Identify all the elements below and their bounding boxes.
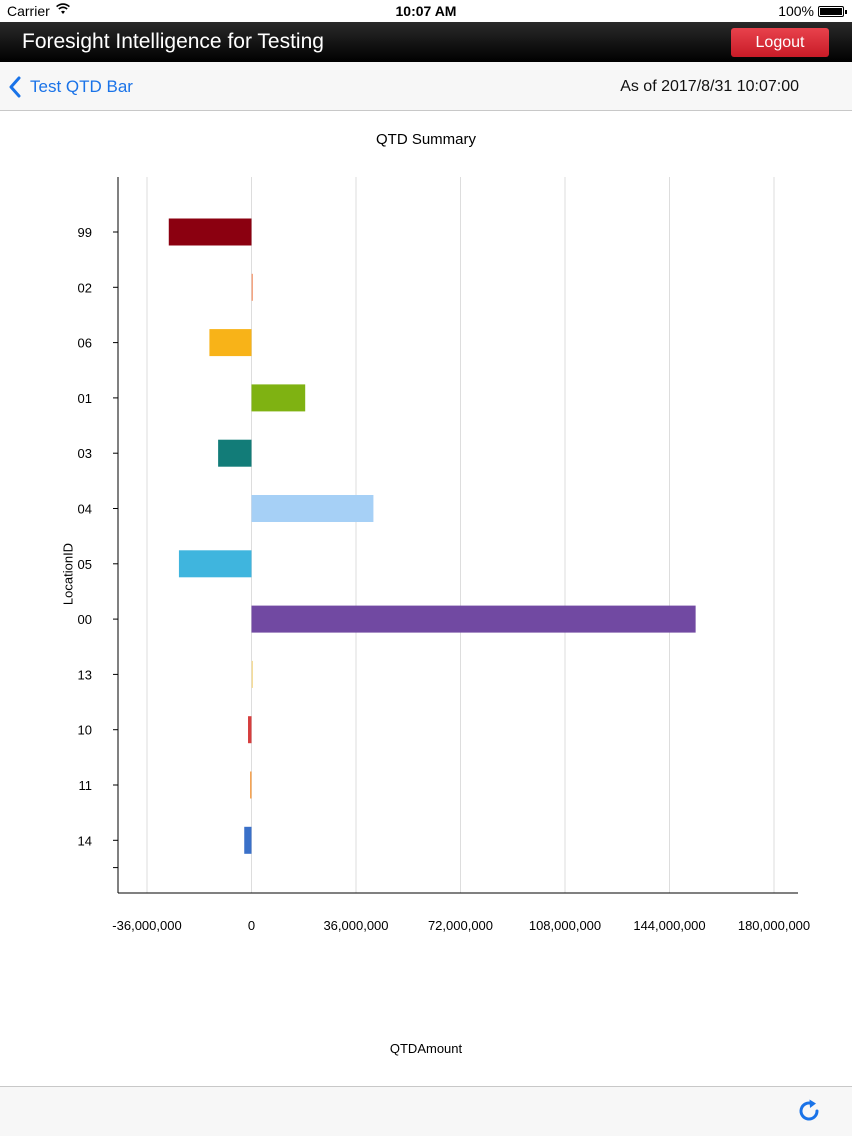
battery-percent: 100% bbox=[778, 3, 814, 19]
y-tick-label: 13 bbox=[78, 667, 92, 682]
bar-04[interactable] bbox=[251, 495, 374, 522]
x-tick-label: 144,000,000 bbox=[633, 918, 705, 933]
bar-99[interactable] bbox=[168, 218, 252, 246]
bar-11[interactable] bbox=[250, 771, 252, 799]
bar-14[interactable] bbox=[244, 826, 252, 854]
app-header: Foresight Intelligence for Testing Logou… bbox=[0, 22, 852, 62]
bar-03[interactable] bbox=[218, 439, 252, 467]
y-tick-label: 06 bbox=[78, 336, 92, 351]
x-tick-label: -36,000,000 bbox=[112, 918, 181, 933]
y-tick-label: 11 bbox=[79, 778, 93, 793]
bar-10[interactable] bbox=[248, 716, 252, 744]
carrier-label: Carrier bbox=[7, 3, 50, 19]
y-tick-label: 04 bbox=[78, 502, 92, 517]
y-tick-label: 14 bbox=[78, 833, 92, 848]
wifi-icon bbox=[56, 3, 70, 14]
back-label: Test QTD Bar bbox=[30, 77, 133, 96]
bar-05[interactable] bbox=[178, 550, 252, 578]
y-tick-label: 01 bbox=[78, 391, 92, 406]
battery-icon bbox=[818, 6, 847, 17]
x-tick-label: 180,000,000 bbox=[738, 918, 810, 933]
bar-13[interactable] bbox=[251, 660, 254, 688]
status-time: 10:07 AM bbox=[395, 3, 457, 19]
chart-area: QTD Summary -36,000,000 0 36,000,000 72,000… bbox=[0, 111, 852, 1086]
chevron-left-icon bbox=[9, 76, 21, 98]
y-tick-label: 03 bbox=[78, 446, 92, 461]
x-tick-label: 72,000,000 bbox=[428, 918, 493, 933]
bar-02[interactable] bbox=[251, 273, 254, 301]
app-title: Foresight Intelligence for Testing bbox=[22, 30, 324, 53]
x-axis-label: QTDAmount bbox=[389, 1041, 463, 1056]
logout-button[interactable]: Logout bbox=[731, 28, 829, 57]
bar-chart: -36,000,000 0 36,000,000 72,000,000 108,000,… bbox=[78, 177, 810, 933]
as-of-timestamp: As of 2017/8/31 10:07:00 bbox=[620, 78, 799, 95]
chart-title: QTD Summary bbox=[375, 131, 476, 148]
x-tick-label: 108,000,000 bbox=[529, 918, 601, 933]
y-tick-label: 02 bbox=[78, 280, 92, 295]
bottom-toolbar bbox=[0, 1086, 852, 1136]
y-tick-label: 00 bbox=[78, 612, 92, 627]
bar-06[interactable] bbox=[209, 329, 252, 357]
y-tick-label: 05 bbox=[78, 557, 92, 572]
y-tick-label: 10 bbox=[78, 723, 92, 738]
refresh-icon[interactable] bbox=[797, 1098, 823, 1124]
x-tick-label: 36,000,000 bbox=[323, 918, 388, 933]
y-tick-label: 99 bbox=[78, 225, 92, 240]
bar-00[interactable] bbox=[251, 605, 696, 633]
status-bar: Carrier 10:07 AM 100% bbox=[0, 0, 852, 22]
back-button[interactable]: Test QTD Bar bbox=[8, 75, 133, 99]
bar-01[interactable] bbox=[251, 384, 306, 412]
navigation-bar: Test QTD Bar As of 2017/8/31 10:07:00 bbox=[0, 62, 852, 111]
y-axis-label: LocationID bbox=[60, 542, 76, 606]
x-tick-label: 0 bbox=[248, 918, 255, 933]
